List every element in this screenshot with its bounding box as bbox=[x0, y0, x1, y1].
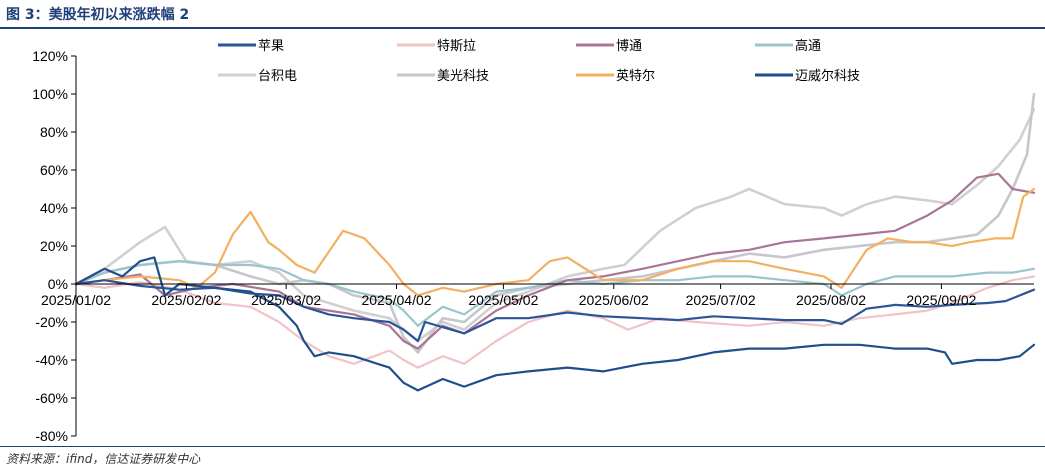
y-tick-label: 60% bbox=[40, 162, 68, 178]
y-tick-label: 80% bbox=[40, 124, 68, 140]
x-tick-label: 2025/02/02 bbox=[151, 292, 221, 308]
y-tick-label: 20% bbox=[40, 238, 68, 254]
y-tick-label: -40% bbox=[35, 352, 68, 368]
legend-label: 高通 bbox=[795, 38, 821, 54]
x-tick-label: 2025/04/02 bbox=[361, 292, 431, 308]
y-tick-label: -20% bbox=[35, 314, 68, 330]
legend-label: 英特尔 bbox=[616, 69, 655, 84]
y-tick-label: 100% bbox=[32, 86, 68, 102]
series-line-3 bbox=[74, 260, 1036, 327]
series-line-0 bbox=[74, 279, 1036, 343]
legend-label: 特斯拉 bbox=[437, 39, 476, 54]
legend-label: 台积电 bbox=[258, 69, 297, 84]
y-tick-label: -60% bbox=[35, 390, 68, 406]
y-tick-label: 40% bbox=[40, 200, 68, 216]
y-tick-label: 0% bbox=[48, 276, 68, 292]
series-line-2 bbox=[74, 172, 1036, 350]
x-tick-label: 2025/08/02 bbox=[796, 292, 866, 308]
axes: 120% 100% 80% 60% 40% 20% 0% -20% -40% -60% -80% 20… bbox=[32, 48, 1034, 444]
series-line-7 bbox=[74, 256, 1036, 392]
legend-label: 苹果 bbox=[258, 39, 284, 54]
x-tick-label: 2025/03/02 bbox=[251, 292, 321, 308]
series-line-1 bbox=[74, 275, 1036, 369]
series-line-5 bbox=[74, 92, 1036, 354]
legend-label: 美光科技 bbox=[437, 69, 489, 84]
x-tick-label: 2025/01/02 bbox=[41, 292, 111, 308]
y-tick-label: -80% bbox=[35, 428, 68, 444]
legend-label: 博通 bbox=[616, 39, 642, 54]
figure-source: 资料来源：ifind，信达证券研发中心 bbox=[6, 452, 201, 466]
series-line-6 bbox=[74, 187, 1036, 297]
y-tick-label: 120% bbox=[32, 48, 68, 64]
source-rule bbox=[0, 446, 1045, 447]
figure-title: 图 3：美股年初以来涨跌幅 2 bbox=[6, 7, 190, 23]
x-tick-label: 2025/09/02 bbox=[906, 292, 976, 308]
legend-label: 迈威尔科技 bbox=[795, 69, 860, 84]
x-tick-label: 2025/05/02 bbox=[468, 292, 538, 308]
title-rule bbox=[0, 27, 1045, 29]
series-lines bbox=[74, 92, 1036, 392]
x-tick-label: 2025/06/02 bbox=[579, 292, 649, 308]
x-tick-label: 2025/07/02 bbox=[686, 292, 756, 308]
